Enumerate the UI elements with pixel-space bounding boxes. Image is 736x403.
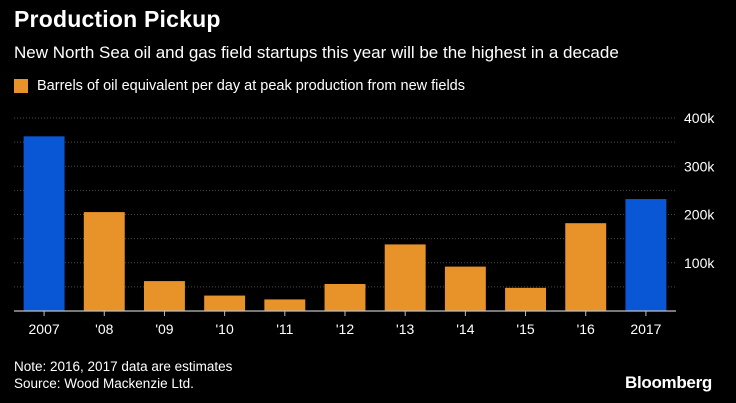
bar-09 (143, 281, 185, 311)
bar-08 (83, 212, 125, 311)
bar-13 (384, 244, 426, 311)
bar-14 (444, 266, 486, 311)
y-tick-label: 400k (684, 110, 715, 126)
legend: Barrels of oil equivalent per day at pea… (14, 78, 465, 94)
bloomberg-logo: Bloomberg (624, 373, 712, 392)
bar-2017 (625, 199, 667, 311)
x-tick-label: '13 (396, 321, 414, 337)
y-tick-label: 200k (684, 207, 715, 223)
x-tick-label: '10 (216, 321, 234, 337)
chart-title: Production Pickup (14, 6, 221, 32)
legend-swatch (14, 79, 28, 93)
bar-16 (565, 223, 607, 311)
bar-10 (204, 295, 246, 311)
x-tick-label: 2007 (29, 321, 60, 337)
chart-subtitle: New North Sea oil and gas field startups… (14, 43, 619, 62)
bar-2007 (23, 136, 65, 311)
bar-11 (264, 299, 306, 311)
bar-12 (324, 283, 366, 311)
x-tick-label: '16 (577, 321, 595, 337)
x-tick-label: '14 (456, 321, 474, 337)
footer-notes: Note: 2016, 2017 data are estimates Sour… (14, 358, 232, 392)
x-tick-label: '15 (516, 321, 534, 337)
y-tick-label: 100k (684, 255, 715, 271)
source-text: Source: Wood Mackenzie Ltd. (14, 376, 194, 391)
y-tick-label: 300k (684, 158, 715, 174)
legend-label: Barrels of oil equivalent per day at pea… (37, 78, 465, 94)
bar-15 (505, 287, 547, 311)
x-tick-label: '11 (276, 321, 293, 337)
note-text: Note: 2016, 2017 data are estimates (14, 359, 233, 374)
x-tick-label: '12 (336, 321, 354, 337)
x-tick-label: '09 (155, 321, 173, 337)
x-tick-label: '08 (95, 321, 113, 337)
x-tick-label: 2017 (630, 321, 661, 337)
